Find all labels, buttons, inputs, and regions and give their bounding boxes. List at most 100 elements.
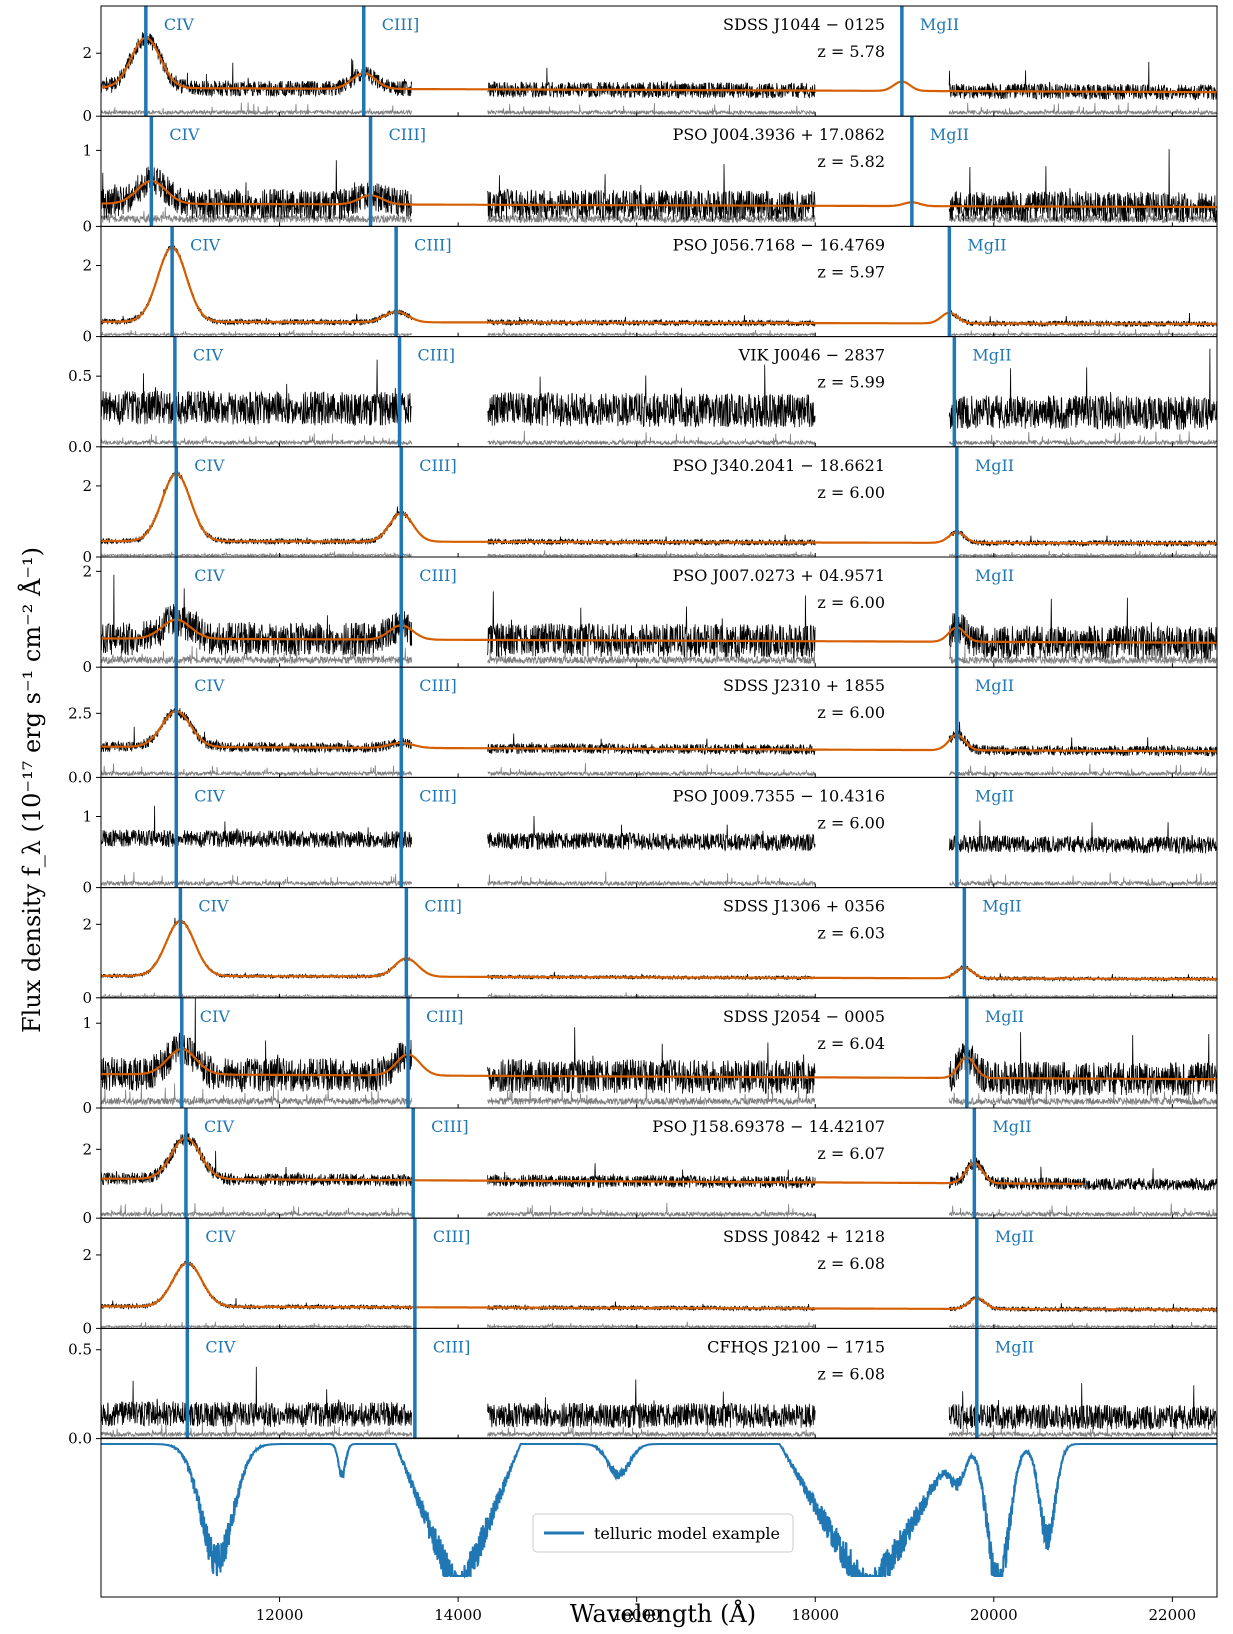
error-spectrum: [948, 992, 1217, 998]
flux-spectrum: [487, 164, 816, 223]
panel-plot-area: [101, 336, 1217, 447]
spectrum-panel: CIV CIII] MgII 0 2 PSO J158.69378 − 14.42107 z…: [82, 1107, 1218, 1227]
emission-line-label: CIV: [194, 456, 225, 475]
flux-spectrum: [948, 310, 1217, 328]
panel-frame: [100, 666, 1218, 778]
emission-line-label: MgII: [995, 1337, 1034, 1356]
y-tick-label: 1: [82, 141, 92, 159]
model-fit: [101, 1261, 1217, 1311]
y-tick-label: 1: [82, 1014, 92, 1032]
model-fit: [101, 1047, 1217, 1081]
model-fit: [101, 246, 1217, 325]
spectrum-panel: CIV CIII] MgII 0 1 PSO J009.7355 − 10.4316 z =…: [82, 776, 1218, 897]
emission-line-label: CIV: [193, 346, 224, 365]
redshift-label: z = 6.03: [817, 924, 885, 943]
emission-line-label: CIII]: [424, 897, 461, 916]
spectrum-panel: CIV CIII] MgII 0 2 SDSS J1306 + 0356 z = 6.03: [82, 887, 1218, 1007]
y-tick-label: 2: [82, 1140, 92, 1158]
emission-line-label: MgII: [930, 125, 969, 144]
y-tick-label: 0.5: [68, 367, 92, 385]
y-tick-label: 1: [82, 808, 92, 826]
error-spectrum: [487, 102, 816, 116]
model-fit: [101, 472, 1217, 545]
y-tick-label: 2: [82, 257, 92, 275]
flux-spectrum: [948, 820, 1217, 854]
error-spectrum: [487, 762, 816, 778]
error-spectrum: [948, 1083, 1217, 1106]
emission-line-label: MgII: [975, 566, 1014, 585]
emission-line-label: MgII: [982, 897, 1021, 916]
emission-line-label: CIV: [204, 1117, 235, 1136]
flux-spectrum: [487, 364, 816, 428]
flux-spectrum: [487, 315, 816, 328]
redshift-label: z = 6.00: [817, 703, 885, 722]
x-tick-label: 22000: [1149, 1606, 1197, 1624]
emission-line-label: CIII]: [418, 346, 455, 365]
error-spectrum: [101, 763, 413, 778]
emission-line-label: CIII]: [419, 456, 456, 475]
y-tick-label: 0: [82, 1099, 92, 1117]
panel-frame: [100, 997, 1218, 1109]
panel-plot-area: [101, 1218, 1217, 1329]
error-spectrum: [101, 872, 413, 887]
error-spectrum: [101, 551, 412, 557]
model-fit: [101, 1136, 1084, 1185]
quasar-name: VIK J0046 − 2837: [738, 346, 885, 365]
quasar-name: PSO J340.2041 − 18.6621: [673, 456, 885, 475]
model-fit: [101, 36, 1217, 94]
redshift-label: z = 5.97: [817, 262, 885, 281]
panel-plot-area: [101, 557, 1217, 668]
emission-line-label: CIII]: [389, 125, 426, 144]
error-spectrum: [101, 1203, 413, 1218]
y-tick-label: 2: [82, 562, 92, 580]
panel-plot-area: [101, 446, 1217, 557]
legend-label: telluric model example: [594, 1524, 780, 1543]
error-spectrum: [487, 871, 816, 887]
flux-spectrum: [101, 359, 412, 427]
y-axis-title: Flux density f_λ (10⁻¹⁷ erg s⁻¹ cm⁻² Å⁻¹…: [17, 547, 46, 1033]
flux-spectrum: [101, 244, 413, 327]
spectrum-panel: CIV CIII] MgII 0 2 PSO J007.0273 + 04.9571 z =…: [82, 556, 1218, 676]
y-tick-label: 0.0: [68, 1430, 92, 1448]
error-spectrum: [101, 102, 413, 116]
flux-spectrum: [487, 1379, 816, 1430]
y-tick-label: 0.0: [68, 438, 92, 456]
flux-spectrum: [948, 61, 1217, 101]
quasar-name: SDSS J1044 − 0125: [723, 15, 885, 34]
panel-plot-area: [101, 777, 1217, 888]
spectrum-panel: CIV CIII] MgII 0 1 PSO J004.3936 + 17.0862 z =…: [82, 115, 1218, 235]
redshift-label: z = 6.00: [817, 593, 885, 612]
flux-spectrum: [948, 1156, 1217, 1191]
emission-line-label: CIII]: [431, 1117, 468, 1136]
flux-spectrum: [101, 1366, 413, 1428]
error-spectrum: [948, 431, 1217, 447]
panel-frame: [100, 1217, 1218, 1329]
flux-spectrum: [487, 733, 816, 756]
panel-plot-area: [101, 116, 1217, 227]
legend: telluric model example: [532, 1513, 794, 1553]
emission-line-label: CIV: [200, 1007, 231, 1026]
panel-plot-area: [101, 667, 1217, 778]
quasar-name: PSO J056.7168 − 16.4769: [673, 235, 885, 254]
emission-line-label: CIII]: [426, 1007, 463, 1026]
error-spectrum: [948, 763, 1217, 777]
error-spectrum: [487, 550, 816, 557]
redshift-label: z = 6.00: [817, 813, 885, 832]
x-tick-label: 20000: [970, 1606, 1018, 1624]
y-tick-label: 0: [82, 548, 92, 566]
flux-spectrum: [487, 815, 816, 852]
spectrum-panel: CIV CIII] MgII 0.0 2.5 SDSS J2310 + 1855 z = 6…: [68, 666, 1218, 786]
emission-line-label: CIV: [194, 676, 225, 695]
emission-line-label: MgII: [995, 1227, 1034, 1246]
emission-line-label: CIV: [194, 786, 225, 805]
error-spectrum: [101, 433, 413, 447]
error-spectrum: [101, 1422, 413, 1438]
error-spectrum: [101, 1083, 413, 1106]
panel-frame: [100, 336, 1218, 448]
panel-plot-area: [101, 997, 1217, 1108]
redshift-label: z = 6.07: [817, 1144, 885, 1163]
y-tick-label: 0: [82, 1209, 92, 1227]
flux-spectrum: [101, 805, 413, 849]
x-tick-label: 18000: [791, 1606, 839, 1624]
